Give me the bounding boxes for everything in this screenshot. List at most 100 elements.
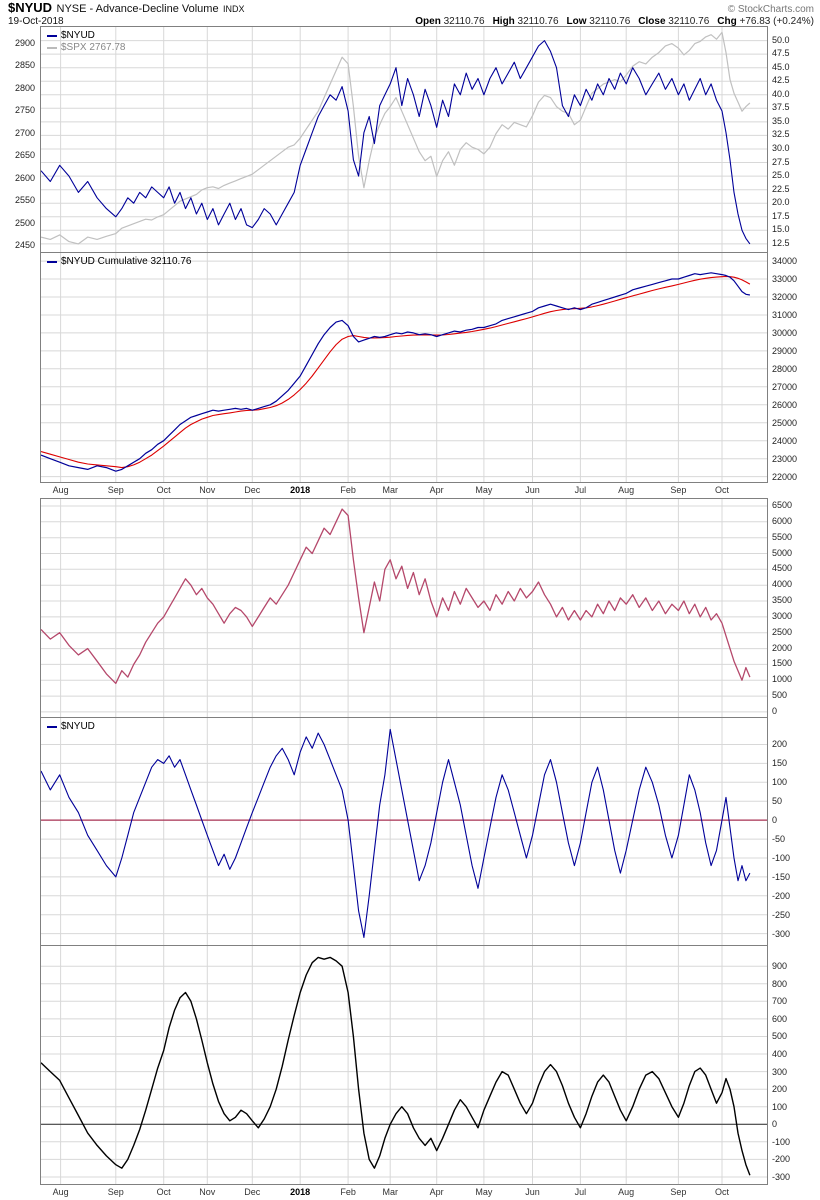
legend-label: $NYUD Cumulative 32110.76 (61, 256, 192, 267)
axis-tick-label: 32000 (772, 292, 798, 302)
month-label: Dec (244, 1187, 261, 1197)
axis-tick-label: 300 (772, 1066, 788, 1077)
axis-tick-label: 15.0 (772, 224, 790, 235)
axis-tick-label: -50 (772, 834, 786, 845)
chart-title: $NYUD NYSE - Advance-Decline Volume INDX (8, 0, 245, 15)
axis-tick-label: 45.0 (772, 61, 790, 72)
axis-tick-label: 4500 (772, 563, 793, 574)
legend: $NYUD Cumulative 32110.76 (47, 256, 191, 268)
axis-tick-label: 32.5 (772, 129, 790, 140)
axis-tick-label: 27000 (772, 381, 798, 392)
axis-tick-label: 27.5 (772, 156, 790, 167)
panel-nyud-daily: $NYUD 200 150 100 50 0 -50 -100 -150 -200 -250 -30… (0, 718, 820, 946)
axis-tick-label: 100 (772, 777, 788, 788)
axis-tick-label: 3500 (772, 595, 793, 606)
left-axis: 2900 2850 2800 2750 2700 2650 2600 2550 2500 2450 (0, 26, 40, 253)
axis-tick-label: 5500 (772, 531, 793, 542)
panel-cumulative: $NYUD Cumulative 32110.76 34000 33000 3200… (0, 253, 820, 483)
advdec-volume-chart (41, 499, 767, 717)
axis-tick-label: 2000 (772, 642, 793, 653)
axis-tick-label: 2550 (14, 195, 35, 206)
month-label: Jun (525, 1187, 540, 1197)
axis-tick-label: 4000 (772, 579, 793, 590)
axis-tick-label: 2500 (14, 217, 35, 228)
smoothed-oscillator-plot (40, 946, 768, 1185)
stat-close: Close 32110.76 (638, 16, 710, 27)
axis-tick-label: 200 (772, 1084, 788, 1095)
stat-open: Open 32110.76 (415, 16, 485, 27)
axis-tick-label: -200 (772, 1154, 791, 1165)
month-label: Feb (340, 485, 356, 495)
legend-label: $NYUD (61, 721, 95, 732)
axis-tick-label: 400 (772, 1049, 788, 1060)
axis-tick-label: 0 (772, 815, 778, 826)
axis-tick-label: 29000 (772, 345, 798, 356)
axis-tick-label: 40.0 (772, 88, 790, 99)
cumulative-chart (41, 253, 767, 482)
x-axis-months-top: Aug Sep Oct Nov Dec 2018 Feb Mar Apr May Jun Jul Aug… (0, 483, 820, 498)
axis-tick-label: 25000 (772, 417, 798, 428)
panel-smoothed-oscillator: 900 800 700 600 500 400 300 200 100 0 -100 -200 -300 (0, 946, 820, 1185)
axis-tick-label: 500 (772, 1031, 788, 1042)
cumulative-plot: $NYUD Cumulative 32110.76 (40, 253, 768, 483)
axis-tick-label: 2700 (14, 127, 35, 138)
axis-tick-label: 31000 (772, 309, 798, 320)
axis-tick-label: 800 (772, 978, 788, 989)
month-label: Sep (107, 485, 124, 495)
stat-high: High 32110.76 (492, 16, 559, 27)
month-label: 2018 (290, 485, 311, 495)
axis-tick-label: 22.5 (772, 183, 790, 194)
axis-tick-label: 5000 (772, 547, 793, 558)
legend-swatch (47, 47, 57, 49)
axis-tick-label: 2800 (14, 82, 35, 93)
legend-item: $NYUD (47, 721, 95, 733)
axis-tick-label: 1500 (772, 658, 793, 669)
axis-tick-label: 42.5 (772, 75, 790, 86)
symbol: $NYUD (8, 0, 53, 15)
chart-date: 19-Oct-2018 (8, 16, 64, 27)
month-label: Oct (714, 1187, 729, 1197)
smoothed-oscillator-chart (41, 946, 767, 1184)
right-axis: 900 800 700 600 500 400 300 200 100 0 -100 -200 -300 (768, 946, 820, 1185)
axis-tick-label: -150 (772, 871, 791, 882)
axis-tick-label: 0 (772, 1119, 778, 1130)
axis-tick-label: 35.0 (772, 115, 790, 126)
axis-tick-label: -300 (772, 928, 791, 939)
instrument-name: NYSE - Advance-Decline Volume (56, 3, 219, 15)
price-overlay-chart (41, 27, 767, 252)
legend: $NYUD (47, 721, 95, 733)
legend-item: $NYUD Cumulative 32110.76 (47, 256, 191, 268)
copyright: © StockCharts.com (727, 4, 814, 15)
left-axis (0, 946, 40, 1185)
month-label: Apr (429, 1187, 444, 1197)
axis-tick-label: 30000 (772, 327, 798, 338)
legend-label: $SPX 2767.78 (61, 42, 126, 53)
axis-tick-label: 22000 (772, 471, 798, 482)
month-label: May (475, 1187, 493, 1197)
axis-tick-label: 34000 (772, 256, 798, 267)
axis-tick-label: 6000 (772, 515, 793, 526)
axis-tick-label: -100 (772, 852, 791, 863)
axis-tick-label: 30.0 (772, 142, 790, 153)
instrument-type: INDX (223, 4, 245, 14)
nyud-daily-chart (41, 718, 767, 945)
right-axis: 6500 6000 5500 5000 4500 4000 3500 3000 2500 2000… (768, 498, 820, 718)
axis-tick-label: 900 (772, 961, 788, 972)
left-axis (0, 498, 40, 718)
month-label: Sep (670, 1187, 687, 1197)
axis-tick-label: 600 (772, 1013, 788, 1024)
axis-tick-label: -250 (772, 909, 791, 920)
axis-tick-label: 2750 (14, 105, 35, 116)
month-label: Oct (156, 485, 171, 495)
axis-tick-label: 500 (772, 690, 788, 701)
advdec-volume-plot (40, 498, 768, 718)
month-label: Jul (574, 1187, 587, 1197)
month-label: Jul (574, 485, 587, 495)
axis-tick-label: 28000 (772, 363, 798, 374)
legend-label: $NYUD (61, 30, 95, 41)
month-label: May (475, 485, 493, 495)
axis-tick-label: -100 (772, 1136, 791, 1147)
axis-tick-label: 2450 (14, 240, 35, 251)
month-label: Feb (340, 1187, 356, 1197)
month-label: Aug (618, 1187, 635, 1197)
